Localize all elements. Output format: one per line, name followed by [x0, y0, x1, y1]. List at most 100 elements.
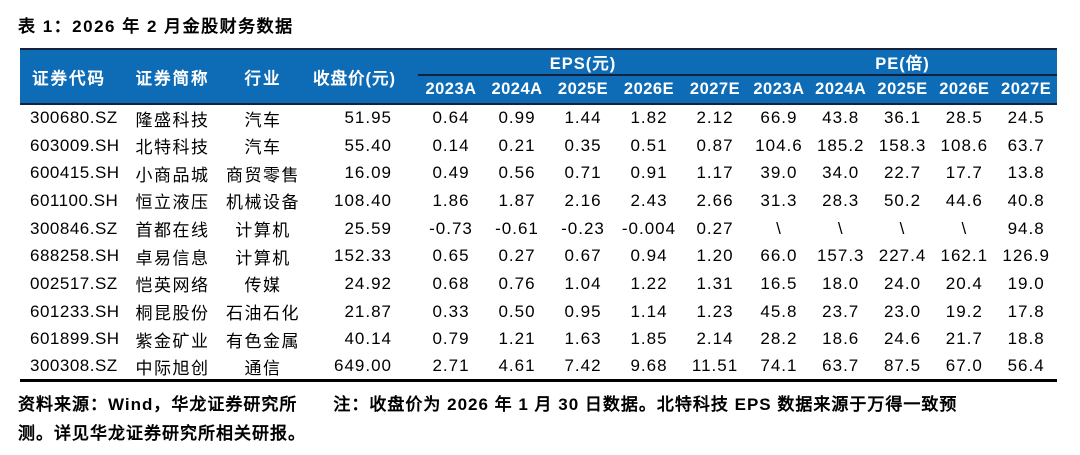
year-header-eps: 2024A [484, 75, 550, 105]
cell-name: 紫金矿业 [135, 331, 210, 351]
cell-eps-2024a: 0.76 [498, 273, 536, 293]
cell-price: 21.87 [344, 301, 392, 321]
cell-eps-2027e: 1.31 [696, 273, 734, 293]
cell-eps-2025e: 0.71 [564, 163, 602, 183]
cell-pe-2027e: 40.8 [1007, 190, 1045, 210]
cell-pe-2025e: 87.5 [871, 353, 934, 383]
table-row: 600415.SH 小商品城 商贸零售 16.09 0.49 0.56 0.71… [20, 159, 1057, 187]
cell-name: 中际旭创 [127, 353, 218, 383]
cell-name: 隆盛科技 [135, 110, 210, 130]
cell-eps-2025e: 1.04 [564, 273, 602, 293]
cell-pe-2026e: 21.7 [945, 329, 983, 349]
cell-pe-2024a: 18.0 [822, 273, 860, 293]
cell-eps-2023a: 0.65 [432, 246, 470, 266]
cell-pe-2024a: 18.6 [822, 329, 860, 349]
group-header-pe: PE(倍) [748, 48, 1058, 76]
cell-pe-2026e: 28.5 [945, 108, 983, 128]
cell-pe-2026e: 44.6 [945, 190, 983, 210]
source-note-line1: 资料来源：Wind，华龙证券研究所 注：收盘价为 2026 年 1 月 30 日… [18, 395, 958, 415]
cell-pe-2025e: 22.7 [883, 163, 922, 183]
cell-pe-2026e: 108.6 [940, 135, 989, 155]
cell-eps-2024a: 1.21 [498, 329, 536, 349]
cell-price: 152.33 [334, 246, 392, 266]
cell-pe-2025e: 227.4 [878, 246, 927, 266]
cell-industry: 汽车 [244, 138, 282, 158]
cell-eps-2026e: 1.85 [630, 329, 668, 349]
year-header-eps: 2026E [616, 75, 682, 105]
table-body: 300680.SZ 隆盛科技 汽车 51.95 0.64 0.99 1.44 1… [20, 104, 1058, 383]
cell-eps-2023a: 0.68 [432, 273, 470, 293]
cell-eps-2025e: 7.42 [550, 353, 616, 383]
cell-pe-2023a: 16.5 [760, 273, 798, 293]
cell-eps-2026e: 1.22 [630, 273, 668, 293]
cell-code: 603009.SH [30, 135, 120, 155]
cell-pe-2026e: 20.4 [945, 273, 983, 293]
cell-eps-2024a: 1.87 [498, 190, 536, 210]
cell-eps-2024a: 4.61 [484, 353, 550, 383]
cell-eps-2024a: 0.56 [498, 163, 536, 183]
cell-eps-2024a: -0.61 [495, 218, 539, 238]
cell-pe-2023a: 45.8 [760, 301, 798, 321]
cell-name: 恺英网络 [135, 276, 210, 296]
cell-pe-2025e: \ [899, 218, 906, 238]
year-header-pe: 2025E [871, 75, 934, 105]
group-header-eps: EPS(元) [418, 48, 749, 76]
cell-code: 601233.SH [30, 301, 120, 321]
cell-pe-2023a: 104.6 [755, 135, 803, 155]
cell-eps-2027e: 2.66 [696, 190, 734, 210]
cell-pe-2027e: 18.8 [1007, 329, 1045, 349]
cell-pe-2027e: 63.7 [1007, 135, 1045, 155]
table-row: 300846.SZ 首都在线 计算机 25.59 -0.73 -0.61 -0.… [20, 215, 1057, 243]
cell-eps-2026e: 0.51 [630, 135, 668, 155]
table-row: 603009.SH 北特科技 汽车 55.40 0.14 0.21 0.35 0… [20, 132, 1057, 160]
cell-code: 600415.SH [30, 163, 120, 183]
cell-price: 16.09 [344, 163, 392, 183]
cell-pe-2023a: 39.0 [760, 163, 798, 183]
cell-eps-2023a: 0.64 [432, 108, 470, 128]
cell-name: 小商品城 [135, 165, 210, 185]
cell-name: 桐昆股份 [135, 304, 210, 324]
year-header-eps: 2025E [550, 75, 616, 105]
cell-pe-2025e: 24.0 [883, 273, 922, 293]
cell-eps-2024a: 0.50 [498, 301, 536, 321]
source-note-line2: 测。详见华龙证券研究所相关研报。 [18, 424, 306, 444]
year-header-pe: 2024A [809, 75, 872, 105]
cell-price: 25.59 [344, 218, 392, 238]
cell-eps-2027e: 2.12 [696, 108, 734, 128]
cell-eps-2025e: -0.23 [561, 218, 605, 238]
cell-industry: 石油石化 [226, 304, 300, 324]
cell-eps-2023a: 0.79 [432, 329, 470, 349]
cell-code: 300846.SZ [30, 218, 118, 238]
table-row: 688258.SH 卓易信息 计算机 152.33 0.65 0.27 0.67… [20, 242, 1057, 270]
cell-industry: 通信 [218, 353, 308, 383]
cell-eps-2023a: -0.73 [429, 218, 473, 238]
cell-pe-2025e: 23.0 [883, 301, 922, 321]
cell-pe-2025e: 158.3 [878, 135, 927, 155]
cell-pe-2026e: 67.0 [933, 353, 996, 383]
table-row: 601100.SH 恒立液压 机械设备 108.40 1.86 1.87 2.1… [20, 187, 1057, 215]
cell-eps-2025e: 1.44 [564, 108, 602, 128]
cell-pe-2024a: 157.3 [816, 246, 865, 266]
cell-pe-2025e: 50.2 [883, 190, 922, 210]
cell-pe-2023a: 74.1 [748, 353, 810, 383]
cell-eps-2027e: 0.87 [696, 135, 734, 155]
cell-price: 55.40 [344, 135, 392, 155]
cell-price: 649.00 [308, 353, 418, 383]
cell-eps-2027e: 1.23 [696, 301, 734, 321]
cell-industry: 计算机 [235, 221, 291, 241]
cell-name: 北特科技 [135, 138, 210, 158]
cell-eps-2025e: 0.35 [564, 135, 602, 155]
cell-eps-2024a: 0.21 [498, 135, 536, 155]
cell-pe-2026e: 17.7 [945, 163, 983, 183]
cell-name: 恒立液压 [135, 193, 210, 213]
cell-industry: 机械设备 [226, 193, 300, 213]
cell-price: 108.40 [334, 190, 392, 210]
cell-pe-2025e: 36.1 [883, 108, 922, 128]
cell-name: 首都在线 [135, 221, 210, 241]
cell-code: 601100.SH [30, 190, 119, 210]
cell-eps-2026e: 0.91 [630, 163, 668, 183]
col-header-industry: 行业 [218, 48, 308, 105]
cell-eps-2026e: 0.94 [630, 246, 668, 266]
cell-pe-2027e: 13.8 [1007, 163, 1045, 183]
